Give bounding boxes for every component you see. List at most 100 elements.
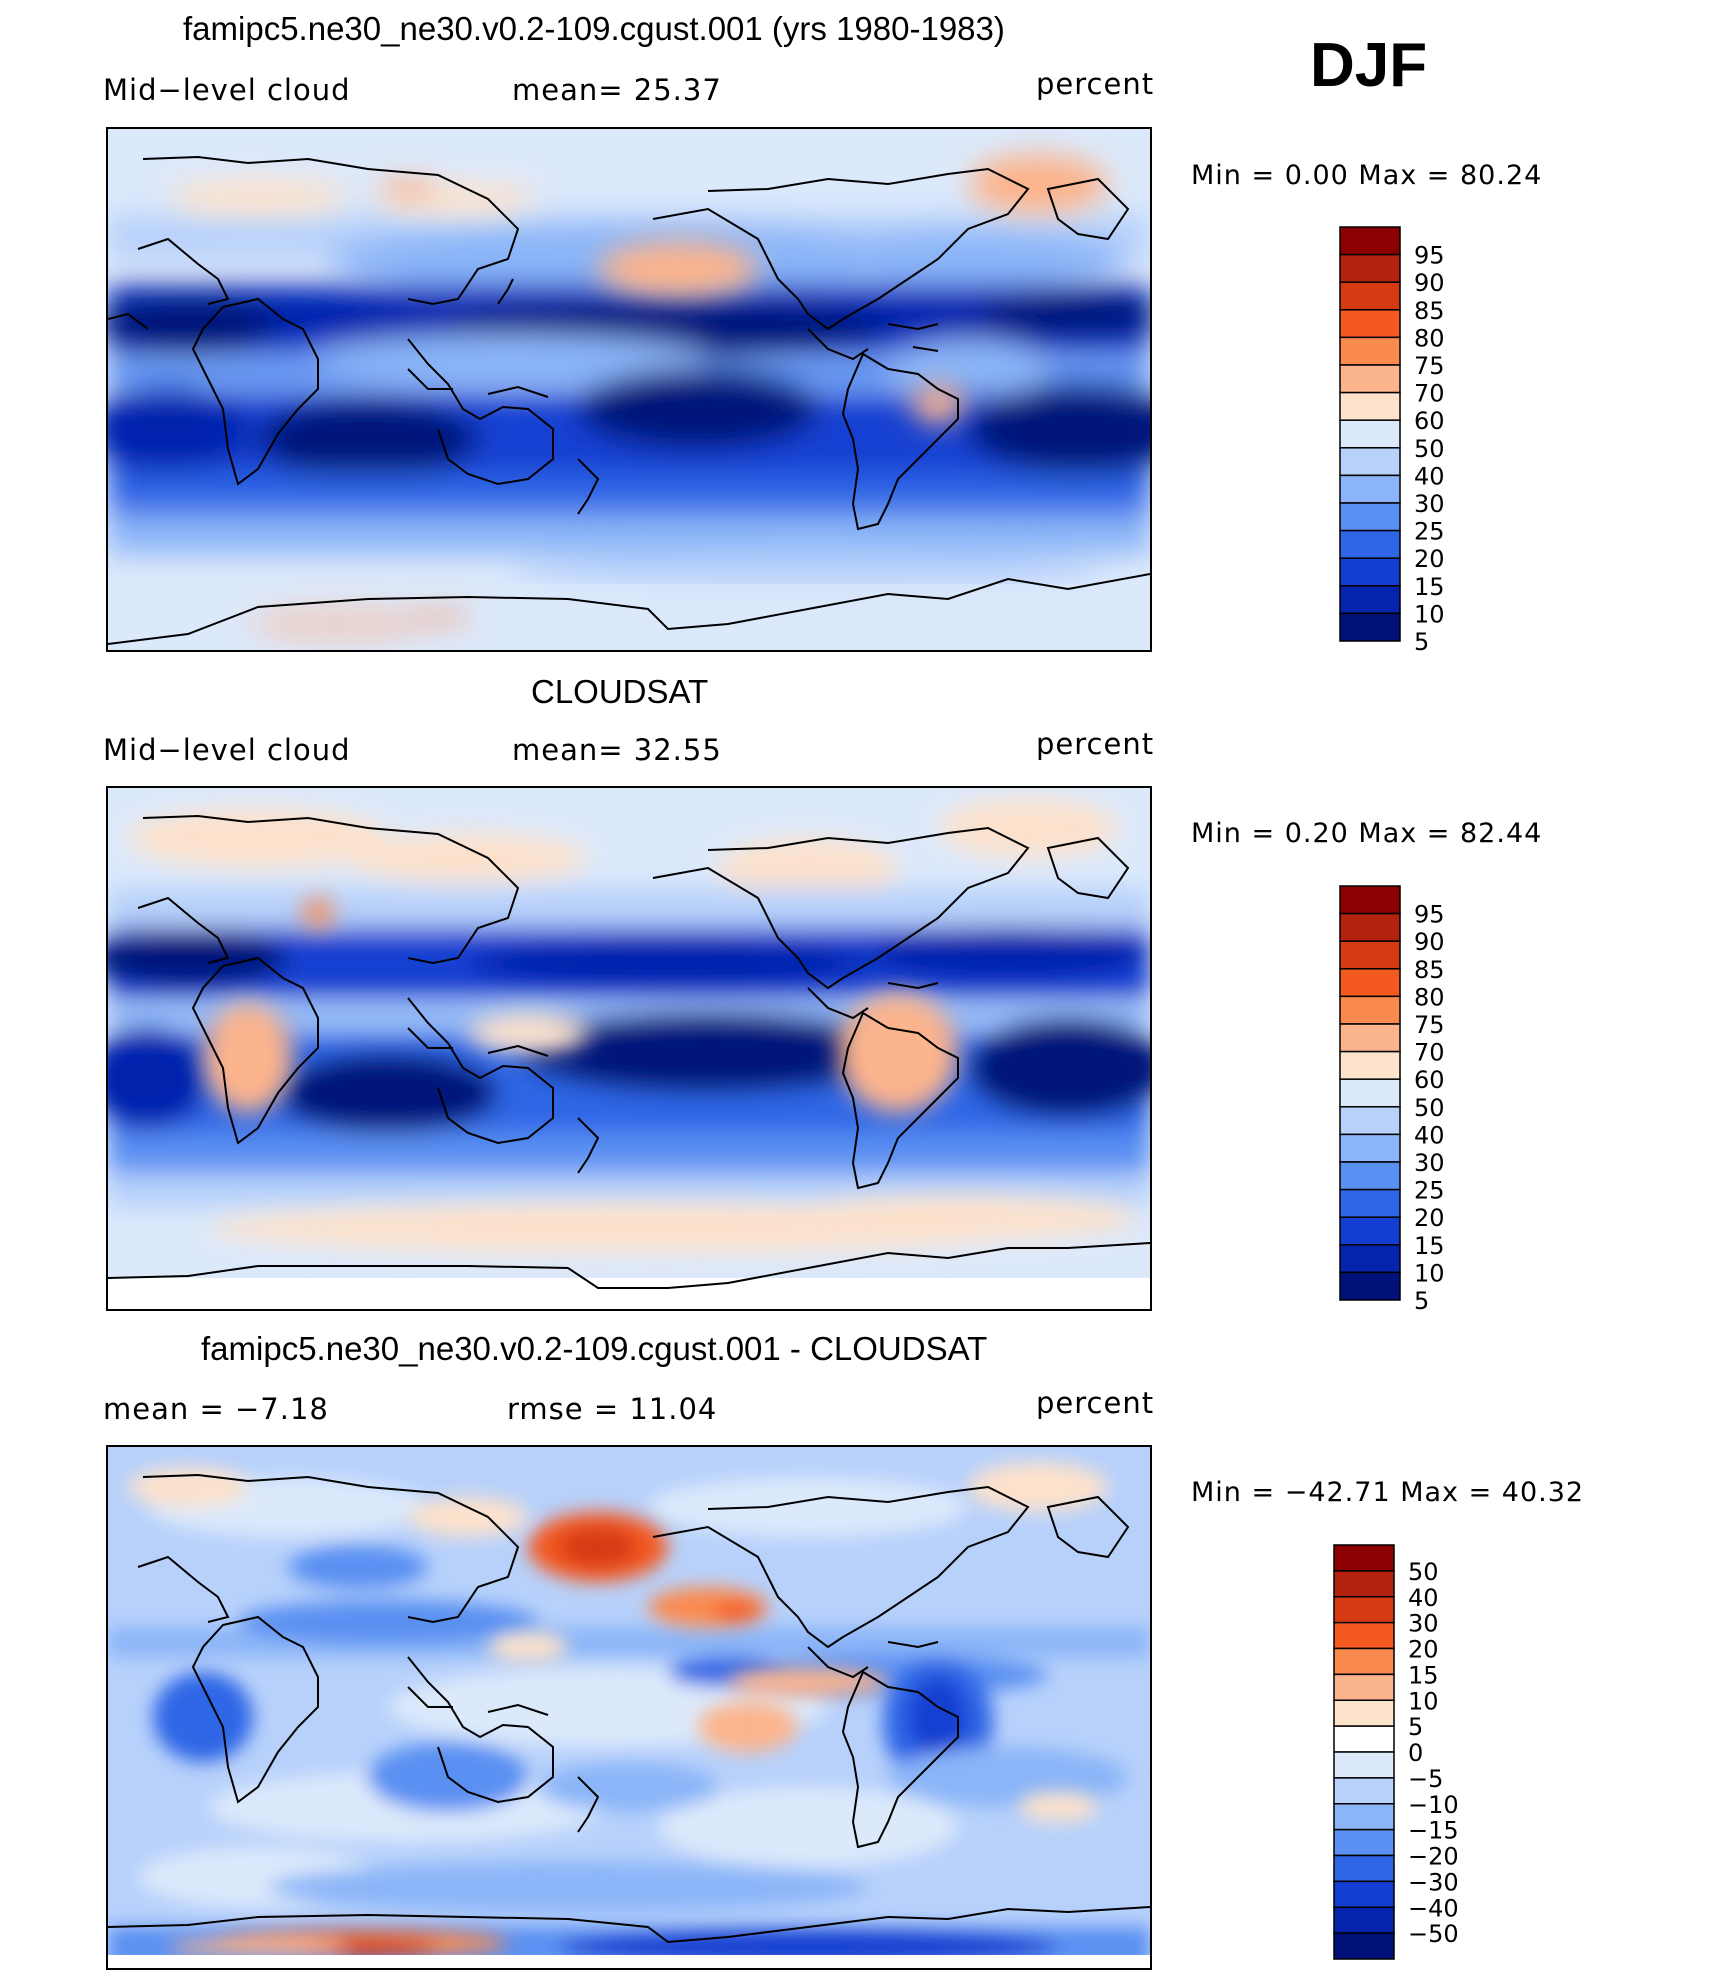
map-model	[106, 127, 1152, 652]
colorbar-tick-label: 50	[1414, 435, 1445, 463]
colorbar-swatch	[1339, 253, 1401, 283]
colorbar-swatch	[1339, 1050, 1401, 1080]
units-label-diff: percent	[1036, 1386, 1155, 1420]
colorbar-tick-label: 50	[1414, 1094, 1445, 1122]
colorbar-swatch	[1339, 336, 1401, 366]
colorbar-swatch	[1333, 1751, 1395, 1779]
mean-label-diff: mean = −7.18	[103, 1392, 329, 1426]
map-model-svg	[108, 129, 1150, 650]
colorbar-tick-label: 60	[1414, 407, 1445, 435]
colorbar-swatch	[1333, 1596, 1395, 1624]
colorbar-tick-label: 85	[1414, 956, 1445, 984]
colorbar-swatch	[1333, 1906, 1395, 1934]
colorbar-tick-label: 10	[1414, 1259, 1445, 1287]
colorbar-tick-label: 10	[1414, 600, 1445, 628]
colorbar-swatch	[1333, 1803, 1395, 1831]
colorbar-tick-label: 40	[1408, 1584, 1439, 1612]
colorbar-tick-label: 95	[1414, 242, 1445, 270]
colorbar-tick-label: 40	[1414, 1121, 1445, 1149]
panel-title-model: famipc5.ne30_ne30.v0.2-109.cgust.001 (yr…	[183, 10, 1005, 47]
colorbar-tick-label: 80	[1414, 324, 1445, 352]
colorbar-tick-label: 75	[1414, 1011, 1445, 1039]
colorbar-swatch	[1339, 1023, 1401, 1053]
colorbar-tick-label: −10	[1408, 1791, 1459, 1819]
colorbar-swatch	[1339, 1161, 1401, 1191]
colorbar-swatch	[1339, 364, 1401, 394]
minmax-model: Min = 0.00 Max = 80.24	[1191, 160, 1543, 191]
units-label-model: percent	[1036, 67, 1155, 101]
colorbar-obs: 95 90 85 80 75 70 60 50 40 30 25 20 15 10 5	[1339, 885, 1445, 1315]
colorbar-swatch	[1339, 585, 1401, 615]
minmax-obs: Min = 0.20 Max = 82.44	[1191, 818, 1543, 849]
colorbar-tick-label: 15	[1408, 1661, 1439, 1689]
colorbar-swatch	[1339, 912, 1401, 942]
colorbar-tick-label: 60	[1414, 1066, 1445, 1094]
colorbar-tick-label: 5	[1408, 1713, 1423, 1741]
colorbar-tick-label: 30	[1408, 1610, 1439, 1638]
colorbar-swatch	[1333, 1880, 1395, 1908]
colorbar-tick-label: −30	[1408, 1868, 1459, 1896]
units-label-obs: percent	[1036, 727, 1155, 761]
colorbar-tick-label: 70	[1414, 380, 1445, 408]
colorbar-swatch	[1339, 995, 1401, 1025]
colorbar-swatch	[1339, 557, 1401, 587]
map-diff	[106, 1445, 1152, 1970]
colorbar-swatch	[1339, 1106, 1401, 1136]
colorbar-tick-label: 75	[1414, 352, 1445, 380]
colorbar-tick-label: 20	[1414, 545, 1445, 573]
minmax-diff: Min = −42.71 Max = 40.32	[1191, 1477, 1585, 1508]
colorbar-swatch	[1339, 419, 1401, 449]
colorbar-swatch	[1333, 1673, 1395, 1701]
colorbar-swatch	[1339, 940, 1401, 970]
colorbar-swatch	[1333, 1570, 1395, 1598]
colorbar-tick-label: 20	[1408, 1636, 1439, 1664]
colorbar-tick-label: 80	[1414, 983, 1445, 1011]
colorbar-tick-label: 70	[1414, 1039, 1445, 1067]
mean-label-model: mean= 25.37	[512, 73, 722, 107]
panel-title-obs: CLOUDSAT	[531, 673, 709, 710]
colorbar-tick-label: 90	[1414, 269, 1445, 297]
colorbar-tick-label: 10	[1408, 1687, 1439, 1715]
colorbar-swatch	[1339, 309, 1401, 339]
colorbar-tick-label: 25	[1414, 1177, 1445, 1205]
colorbar-diff: 50 40 30 20 15 10 5 0 −5 −10 −15 −20 −30 −40 −50	[1333, 1544, 1459, 1960]
colorbar-swatch	[1339, 1244, 1401, 1274]
map-obs	[106, 786, 1152, 1311]
colorbar-swatch	[1339, 1271, 1401, 1301]
variable-label-obs: Mid−level cloud	[103, 733, 351, 767]
colorbar-tick-label: 5	[1414, 628, 1429, 656]
colorbar-swatch	[1339, 968, 1401, 998]
colorbar-tick-label: 30	[1414, 1149, 1445, 1177]
colorbar-tick-label: −20	[1408, 1843, 1459, 1871]
season-label: DJF	[1310, 31, 1428, 100]
colorbar-swatch	[1339, 502, 1401, 532]
colorbar-tick-label: 50	[1408, 1558, 1439, 1586]
mean-label-obs: mean= 32.55	[512, 733, 722, 767]
colorbar-tick-label: −15	[1408, 1817, 1459, 1845]
colorbar-swatch	[1333, 1932, 1395, 1960]
colorbar-swatch	[1339, 391, 1401, 421]
colorbar-swatch	[1333, 1647, 1395, 1676]
colorbar-tick-label: 5	[1414, 1287, 1429, 1315]
colorbar-tick-label: 95	[1414, 901, 1445, 929]
colorbar-swatch	[1339, 1133, 1401, 1163]
colorbar-tick-label: 0	[1408, 1739, 1423, 1767]
colorbar-swatch	[1339, 529, 1401, 559]
variable-label-model: Mid−level cloud	[103, 73, 351, 107]
colorbar-tick-label: −5	[1408, 1765, 1443, 1793]
colorbar-swatch	[1333, 1828, 1395, 1857]
colorbar-swatch	[1333, 1699, 1395, 1727]
colorbar-tick-label: 40	[1414, 462, 1445, 490]
colorbar-swatch	[1333, 1777, 1395, 1805]
colorbar-swatch	[1339, 612, 1401, 642]
colorbar-swatch	[1333, 1725, 1395, 1753]
colorbar-model: 95 90 85 80 75 70 60 50 40 30 25 20 15 10 5	[1339, 226, 1445, 656]
map-diff-svg	[108, 1447, 1150, 1968]
colorbar-tick-label: 20	[1414, 1204, 1445, 1232]
colorbar-tick-label: 15	[1414, 1232, 1445, 1260]
colorbar-tick-label: 25	[1414, 518, 1445, 546]
colorbar-swatch	[1339, 1216, 1401, 1246]
